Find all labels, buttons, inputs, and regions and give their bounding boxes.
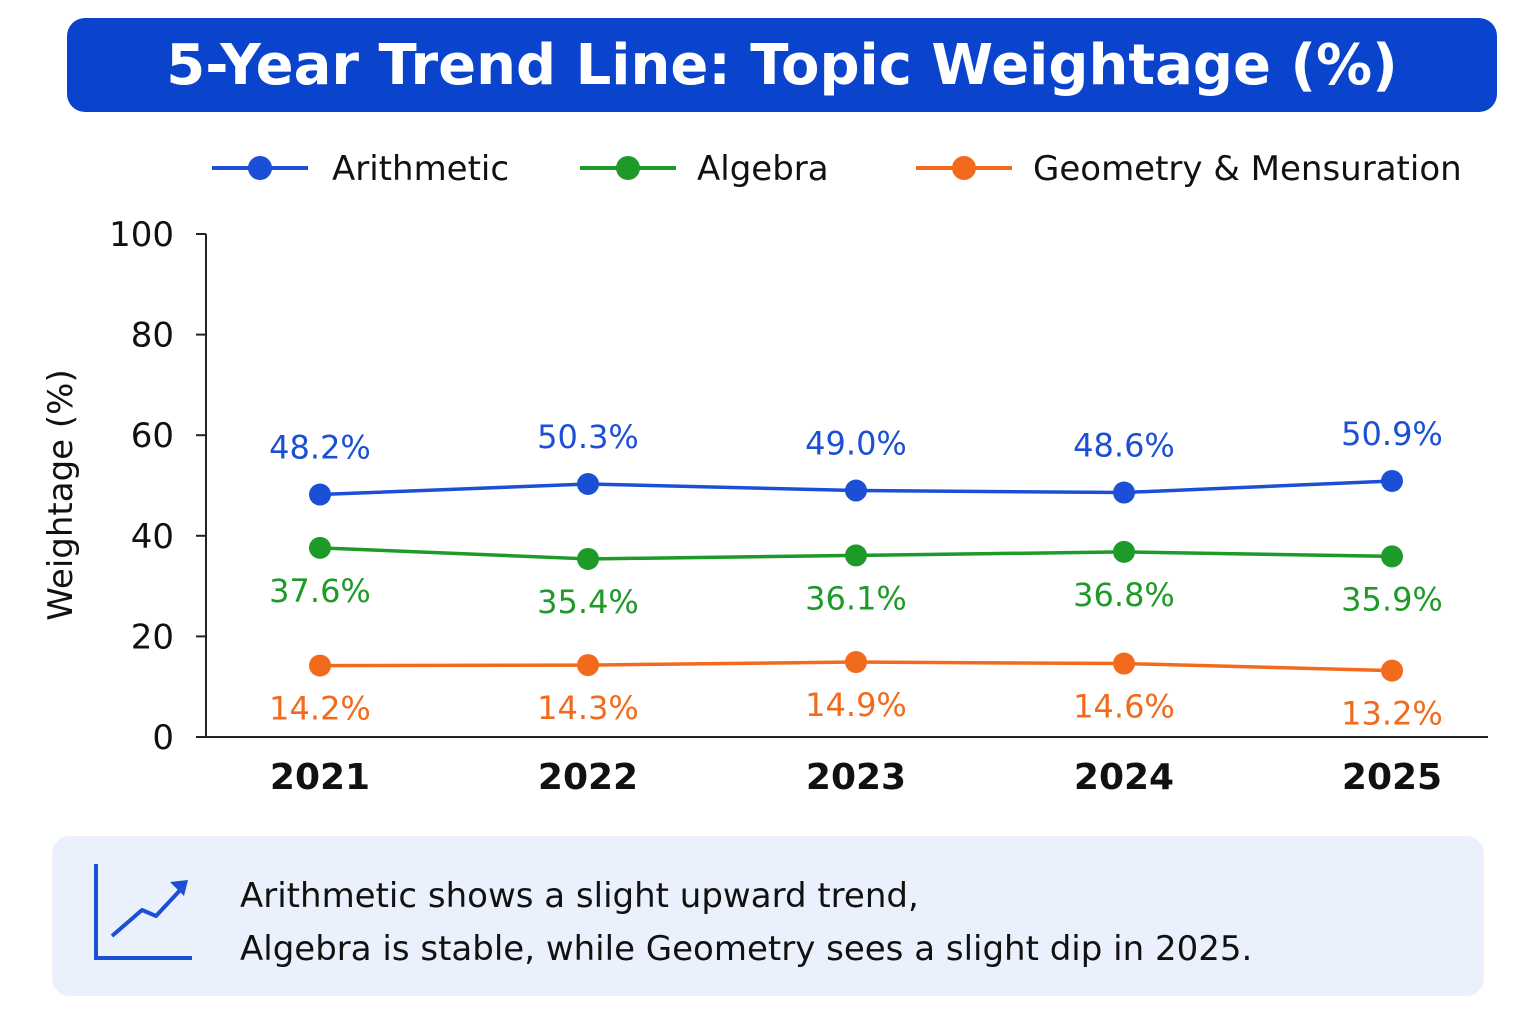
x-tick-label: 2023 bbox=[806, 757, 906, 798]
line-chart: 0 20 40 60 80 100 Weightage (%) 2021 2022 2023 202… bbox=[41, 149, 1488, 798]
data-point bbox=[577, 654, 599, 677]
data-point bbox=[845, 651, 867, 674]
data-label: 50.3% bbox=[537, 418, 639, 456]
data-point bbox=[309, 654, 331, 677]
legend-label: Arithmetic bbox=[332, 149, 509, 189]
data-label: 36.1% bbox=[805, 579, 907, 617]
note-line-1: Arithmetic shows a slight upward trend, bbox=[240, 876, 919, 916]
x-tick-label: 2024 bbox=[1074, 757, 1174, 798]
y-tick-label: 80 bbox=[131, 316, 174, 356]
data-label: 37.6% bbox=[269, 572, 371, 610]
data-label: 35.9% bbox=[1341, 580, 1443, 618]
data-point bbox=[309, 483, 331, 506]
data-label: 14.3% bbox=[537, 689, 639, 727]
chart-title: 5-Year Trend Line: Topic Weightage (%) bbox=[166, 32, 1398, 98]
legend-marker bbox=[616, 156, 640, 180]
y-tick-label: 60 bbox=[131, 416, 174, 456]
data-point bbox=[1113, 481, 1135, 504]
insight-note: Arithmetic shows a slight upward trend, … bbox=[52, 836, 1484, 996]
data-label: 48.6% bbox=[1073, 427, 1175, 465]
data-point bbox=[577, 547, 599, 570]
y-tick-label: 100 bbox=[109, 215, 174, 255]
data-label: 48.2% bbox=[269, 429, 371, 467]
x-tick-label: 2022 bbox=[538, 757, 638, 798]
data-point bbox=[1113, 540, 1135, 563]
data-point bbox=[1381, 659, 1403, 682]
note-line-2: Algebra is stable, while Geometry sees a… bbox=[240, 929, 1253, 969]
legend-marker bbox=[952, 156, 976, 180]
data-point bbox=[845, 479, 867, 502]
y-tick-label: 20 bbox=[131, 617, 174, 657]
data-label: 13.2% bbox=[1341, 695, 1443, 733]
data-point bbox=[845, 544, 867, 567]
legend-marker bbox=[248, 156, 272, 180]
data-label: 35.4% bbox=[537, 583, 639, 621]
data-label: 49.0% bbox=[805, 425, 907, 463]
trend-up-icon bbox=[94, 864, 192, 960]
data-label: 14.2% bbox=[269, 690, 371, 728]
data-point bbox=[577, 472, 599, 495]
y-axis-label: Weightage (%) bbox=[41, 369, 81, 620]
data-label: 36.8% bbox=[1073, 576, 1175, 614]
data-label: 14.9% bbox=[805, 686, 907, 724]
y-tick-label: 0 bbox=[152, 718, 174, 758]
data-point bbox=[1381, 469, 1403, 492]
data-point bbox=[1113, 652, 1135, 675]
title-bar: 5-Year Trend Line: Topic Weightage (%) bbox=[67, 18, 1497, 112]
data-label: 50.9% bbox=[1341, 415, 1443, 453]
data-point bbox=[309, 536, 331, 559]
data-point bbox=[1381, 545, 1403, 568]
x-tick-label: 2021 bbox=[270, 757, 370, 798]
legend-label: Algebra bbox=[697, 149, 829, 189]
data-label: 14.6% bbox=[1073, 688, 1175, 726]
note-text: Arithmetic shows a slight upward trend, … bbox=[240, 870, 1252, 976]
y-tick-label: 40 bbox=[131, 517, 174, 557]
x-tick-label: 2025 bbox=[1342, 757, 1442, 798]
legend-label: Geometry & Mensuration bbox=[1033, 149, 1462, 189]
